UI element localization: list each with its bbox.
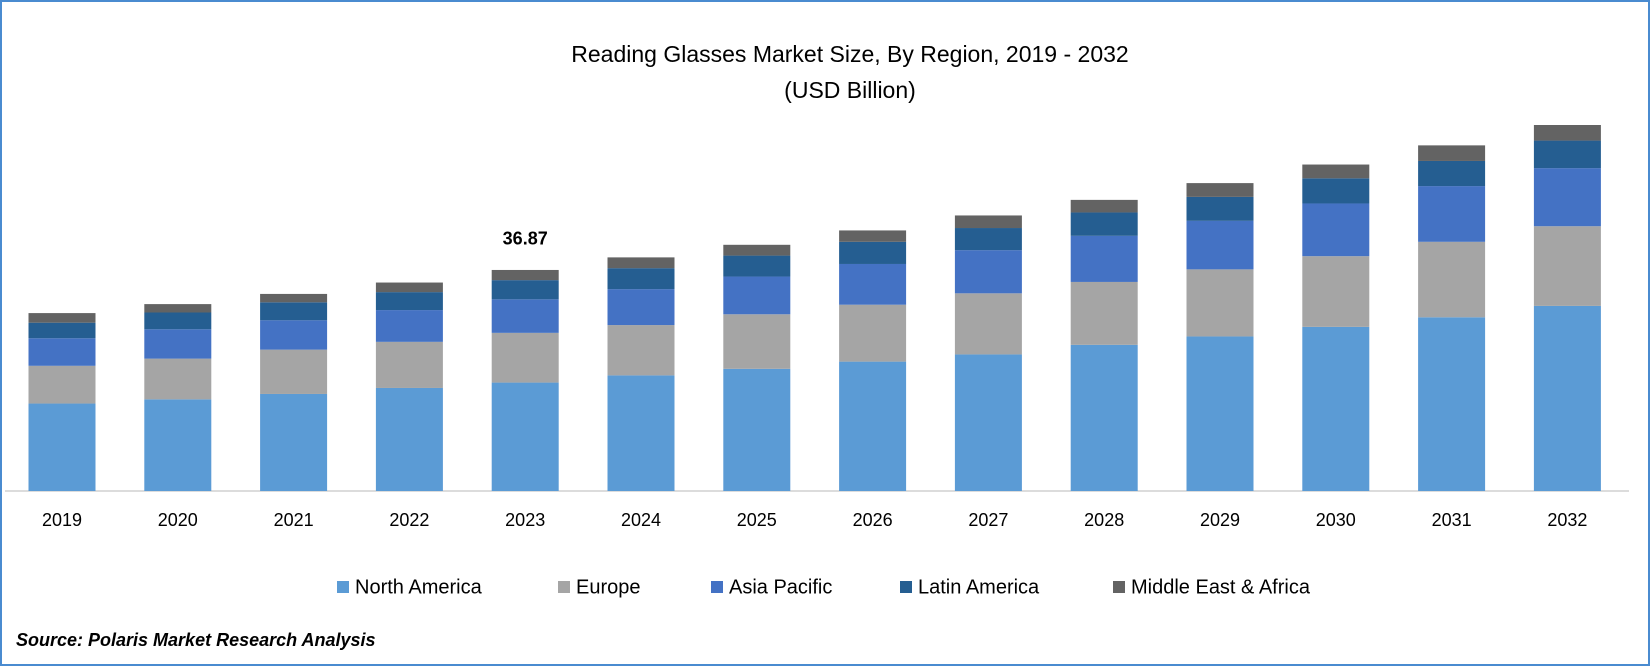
bar-segment [723, 276, 791, 315]
bar-segment [260, 393, 328, 491]
bar-segment [1186, 220, 1254, 270]
bar-segment [375, 387, 443, 491]
bar-segment [954, 293, 1022, 355]
bar-segment [723, 244, 791, 256]
source: Source: Polaris Market Research Analysis [16, 630, 376, 650]
bar-segment [954, 354, 1022, 491]
legend-swatch [337, 581, 349, 593]
x-tick-label: 2028 [1084, 510, 1124, 530]
bar-segment [491, 332, 559, 383]
x-tick-label: 2022 [389, 510, 429, 530]
x-tick-label: 2020 [158, 510, 198, 530]
bar-segment [1302, 164, 1370, 179]
legend-label: Asia Pacific [729, 576, 832, 598]
bar-segment [1418, 241, 1486, 318]
x-tick-label: 2030 [1316, 510, 1356, 530]
total-label: 36.87 [503, 229, 548, 249]
bar-segment [1418, 186, 1486, 242]
x-tick-label: 2029 [1200, 510, 1240, 530]
legend-swatch [558, 581, 570, 593]
bar-segment [144, 312, 212, 330]
bar-segment [144, 304, 212, 313]
x-tick-label: 2023 [505, 510, 545, 530]
bar-segment [375, 282, 443, 293]
x-tick-label: 2024 [621, 510, 661, 530]
legend-swatch [1113, 581, 1125, 593]
bar-segment [1418, 317, 1486, 491]
bar-segment [28, 365, 96, 404]
bar-segment [1070, 344, 1138, 491]
legend-swatch [900, 581, 912, 593]
bar-segment [1302, 178, 1370, 204]
legend-label: Europe [576, 576, 641, 598]
bar-segment [1533, 305, 1601, 491]
legend-label: North America [355, 576, 483, 598]
bar-segment [1418, 145, 1486, 161]
bar-segment [260, 293, 328, 303]
bar-segment [1070, 212, 1138, 236]
bar-segment [144, 358, 212, 400]
bar-segment [723, 314, 791, 369]
bar-segment [1418, 160, 1486, 187]
bar-segment [1186, 183, 1254, 197]
bar-segment [144, 329, 212, 359]
bar-segment [839, 304, 907, 362]
bar-segment [607, 375, 675, 491]
bar-segment [1186, 336, 1254, 491]
bar-segment [1070, 281, 1138, 345]
bar-segment [954, 228, 1022, 251]
bar-segment [723, 368, 791, 491]
bar-segment [260, 349, 328, 394]
legend-label: Middle East & Africa [1131, 576, 1311, 598]
bar-segment [1302, 203, 1370, 257]
legend-label: Latin America [918, 576, 1040, 598]
x-tick-label: 2025 [737, 510, 777, 530]
bar-segment [607, 325, 675, 376]
x-tick-label: 2032 [1547, 510, 1587, 530]
bar-segment [375, 292, 443, 311]
bar-segment [28, 338, 96, 366]
bar-segment [28, 403, 96, 491]
bar-segment [144, 399, 212, 491]
x-tick-label: 2026 [853, 510, 893, 530]
bar-segment [954, 215, 1022, 229]
legend-swatch [711, 581, 723, 593]
bar-segment [1186, 269, 1254, 337]
bar-segment [607, 289, 675, 326]
bar-segment [260, 320, 328, 350]
x-tick-label: 2027 [968, 510, 1008, 530]
bar-segment [839, 263, 907, 305]
bar-segment [1070, 199, 1138, 213]
bar-segment [1533, 140, 1601, 169]
bar-segment [1533, 226, 1601, 306]
bar-segment [839, 230, 907, 242]
bar-segment [839, 361, 907, 491]
chart-title: Reading Glasses Market Size, By Region, … [571, 41, 1128, 67]
x-tick-label: 2019 [42, 510, 82, 530]
bar-segment [491, 382, 559, 491]
bar-segment [491, 280, 559, 300]
bar-segment [723, 255, 791, 277]
bar-segment [954, 250, 1022, 294]
bar-segment [1533, 168, 1601, 227]
bar-segment [839, 241, 907, 264]
bar-segment [1186, 196, 1254, 221]
bar-segment [1302, 326, 1370, 491]
x-tick-label: 2021 [274, 510, 314, 530]
bar-segment [607, 257, 675, 269]
bar-segment [375, 310, 443, 342]
bar-segment [607, 268, 675, 290]
bar-segment [1533, 125, 1601, 141]
bar-segment [491, 299, 559, 333]
chart-subtitle: (USD Billion) [784, 77, 916, 103]
bar-segment [491, 269, 559, 281]
bar-segment [28, 313, 96, 323]
bar-segment [260, 302, 328, 321]
bar-segment [375, 341, 443, 388]
bar-segment [1070, 235, 1138, 282]
bar-segment [28, 322, 96, 339]
bar-segment [1302, 256, 1370, 327]
x-tick-label: 2031 [1432, 510, 1472, 530]
